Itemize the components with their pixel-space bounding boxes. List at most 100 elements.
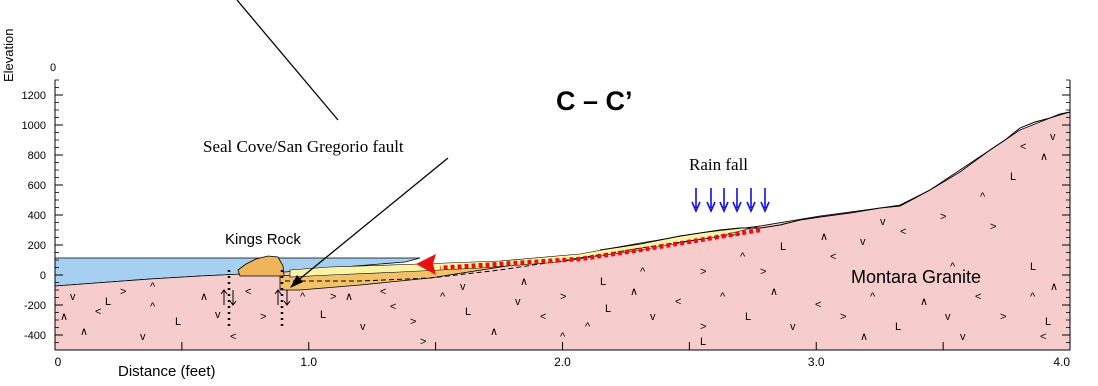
granite-texture-mark: v — [140, 331, 146, 343]
rainfall-arrows — [691, 188, 770, 213]
granite-texture-mark: ^ — [1030, 291, 1036, 303]
y-tick-label: 1000 — [22, 120, 46, 132]
rain-arrow — [746, 188, 756, 213]
x-tick-label: 3.0 — [808, 355, 825, 369]
granite-texture-mark: < — [815, 299, 821, 311]
granite-texture-mark: v — [960, 331, 966, 343]
granite-texture-mark: > — [940, 211, 946, 223]
y-tick-label: -400 — [24, 330, 46, 342]
granite-texture-mark: ∧ — [80, 326, 88, 338]
granite-texture-mark: ^ — [980, 191, 986, 203]
granite-texture-mark: < — [675, 296, 681, 308]
granite-texture-mark: ^ — [950, 261, 956, 273]
granite-texture-mark: L — [175, 316, 181, 328]
granite-texture-mark: ∧ — [520, 276, 528, 288]
granite-texture-mark: ∧ — [630, 286, 638, 298]
sediment-upper-layer — [289, 225, 761, 278]
granite-texture-mark: > — [120, 286, 126, 298]
granite-texture-mark: ^ — [720, 291, 726, 303]
rain-arrow — [706, 188, 716, 213]
granite-texture-mark: ^ — [585, 321, 591, 333]
granite-texture-mark: < — [1040, 331, 1046, 343]
granite-texture-mark: > — [700, 321, 706, 333]
rain-label: Rain fall — [689, 155, 748, 174]
y-tick-label: 1200 — [22, 90, 46, 102]
rain-arrow — [691, 188, 701, 213]
granite-texture-mark: v — [1050, 131, 1056, 143]
fault-arrow-left-down — [229, 290, 237, 306]
granite-texture-mark: < — [390, 301, 396, 313]
granite-texture-mark: ∧ — [920, 296, 928, 308]
granite-texture-mark: ∧ — [860, 331, 868, 343]
granite-texture-mark: > — [420, 336, 426, 348]
granite-texture-mark: ∧ — [770, 286, 778, 298]
granite-texture-mark: ∧ — [60, 311, 68, 323]
granite-texture-mark: > — [560, 291, 566, 303]
granite-texture-mark: L — [745, 311, 751, 323]
granite-texture-mark: > — [330, 291, 336, 303]
rain-arrow — [719, 188, 729, 213]
granite-texture-mark: ∧ — [200, 291, 208, 303]
fault-arrow-right-down — [283, 290, 291, 306]
diagram-title: C – C’ — [556, 86, 633, 116]
granite-texture-mark: v — [360, 321, 366, 333]
granite-texture-mark: ^ — [300, 291, 306, 303]
rock-label: Kings Rock — [225, 231, 301, 248]
granite-texture-mark: v — [515, 296, 521, 308]
y-tick-label: 600 — [28, 180, 46, 192]
granite-texture-mark: > — [840, 311, 846, 323]
granite-texture-mark: > — [700, 266, 706, 278]
granite-texture-mark: v — [460, 281, 466, 293]
y-tick-label: 400 — [28, 210, 46, 222]
y-tick-label: -200 — [24, 300, 46, 312]
granite-texture-mark: v — [860, 236, 866, 248]
granite-texture-mark: L — [465, 306, 471, 318]
rain-arrow — [732, 188, 742, 213]
groundwater-flow-line — [439, 227, 761, 271]
granite-texture-mark: ^ — [640, 266, 646, 278]
granite-texture-mark: L — [700, 336, 706, 348]
granite-texture-mark: v — [70, 291, 76, 303]
granite-texture-mark: ^ — [870, 291, 876, 303]
granite-texture-mark: L — [600, 276, 606, 288]
granite-texture-mark: > — [760, 266, 766, 278]
granite-texture-mark: < — [230, 331, 236, 343]
granite-texture-mark: ^ — [150, 281, 156, 293]
granite-texture-mark: < — [95, 306, 101, 318]
fault-arrow-right-up — [274, 289, 282, 305]
kings-rock — [237, 255, 285, 277]
granite-texture-mark: ∧ — [1040, 151, 1048, 163]
x-axis-label: Distance (feet) — [118, 363, 216, 380]
title-pointer-line — [236, 0, 339, 121]
granite-texture-mark: ^ — [740, 251, 746, 263]
granite-label: Montara Granite — [851, 267, 981, 287]
granite-texture-mark: < — [900, 226, 906, 238]
fault-label: Seal Cove/San Gregorio fault — [203, 137, 404, 156]
x-tick-label: 4.0 — [1053, 355, 1070, 369]
granite-texture-mark: < — [975, 291, 981, 303]
x-tick-label: 1.0 — [300, 355, 317, 369]
x-tick-label: 2.0 — [554, 355, 571, 369]
y-tick-label: 800 — [28, 150, 46, 162]
granite-texture-mark: L — [105, 296, 111, 308]
granite-texture-mark: < — [540, 311, 546, 323]
x-axis-ticks: 0 1.0 2.0 3.0 4.0 — [54, 342, 1071, 369]
fault-pointer-line — [295, 157, 449, 283]
granite-texture: v<>^L∧v<>^L∧v<>^L∧v<>^L∧v<>^L∧v<>^L∧v<>^… — [60, 131, 1058, 348]
granite-texture-mark: v — [945, 311, 951, 323]
granite-texture-mark: L — [780, 241, 786, 253]
fault-pointer-arrowhead — [290, 275, 303, 288]
granite-texture-mark: < — [1020, 141, 1026, 153]
x-tick-label: 0 — [55, 355, 62, 369]
granite-texture-mark: v — [880, 216, 886, 228]
granite-texture-mark: ∧ — [1050, 281, 1058, 293]
granite-texture-mark: ^ — [150, 301, 156, 313]
granite-texture-mark: > — [410, 316, 416, 328]
groundwater-flow-arrowhead — [416, 254, 436, 275]
granite-texture-mark: L — [605, 303, 611, 315]
granite-texture-mark: > — [260, 311, 266, 323]
y-tick-label: 200 — [28, 240, 46, 252]
granite-texture-mark: < — [245, 286, 251, 298]
granite-texture-mark: v — [215, 309, 221, 321]
